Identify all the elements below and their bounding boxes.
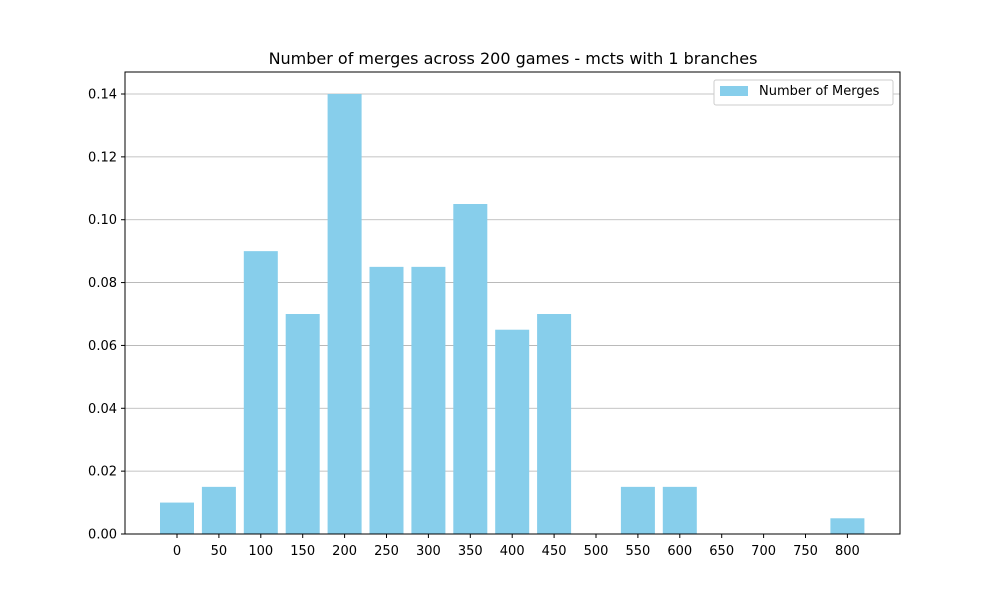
bar-200 [327,94,362,534]
y-tick-label: 0.04 [88,402,117,417]
x-tick-label: 600 [667,544,692,559]
x-tick-label: 400 [500,544,525,559]
bar-800 [830,518,865,534]
x-tick-label: 50 [211,544,228,559]
y-tick-label: 0.08 [88,276,117,291]
bar-300 [411,266,446,534]
x-tick-label: 150 [290,544,315,559]
x-tick-label: 500 [584,544,609,559]
bar-550 [620,486,655,534]
bar-400 [495,329,530,534]
legend-box [713,79,894,106]
x-tick-label: 700 [751,544,776,559]
x-tick-label: 200 [332,544,357,559]
bar-450 [537,314,572,534]
bar-50 [201,486,236,534]
y-tick-label: 0.10 [88,213,117,228]
y-axis: 0.00 0.02 0.04 0.06 0.08 0.10 0.12 0.14 [88,88,125,543]
x-tick-label: 750 [793,544,818,559]
x-axis: 0 50 100 150 200 250 300 350 400 450 500 550 600 650 7… [173,534,860,559]
y-tick-label: 0.14 [88,88,117,103]
x-tick-label: 350 [458,544,483,559]
x-tick-label: 650 [709,544,734,559]
bar-600 [662,486,697,534]
y-tick-label: 0.06 [88,339,117,354]
x-tick-label: 100 [248,544,273,559]
legend: Number of Merges [713,79,894,106]
legend-label: Number of Merges [759,84,880,99]
y-tick-label: 0.00 [88,528,117,543]
chart-title: Number of merges across 200 games - mcts… [269,49,758,68]
bar-350 [453,204,488,534]
x-tick-label: 0 [173,544,181,559]
bar-150 [285,314,320,534]
legend-swatch [720,86,748,96]
x-tick-label: 450 [542,544,567,559]
y-tick-label: 0.12 [88,150,117,165]
x-tick-label: 250 [374,544,399,559]
bar-250 [369,266,404,534]
x-tick-label: 300 [416,544,441,559]
bar-100 [243,251,278,534]
bars [160,94,865,534]
x-tick-label: 550 [625,544,650,559]
bar-0 [160,502,194,534]
y-tick-label: 0.02 [88,465,117,480]
x-tick-label: 800 [835,544,860,559]
